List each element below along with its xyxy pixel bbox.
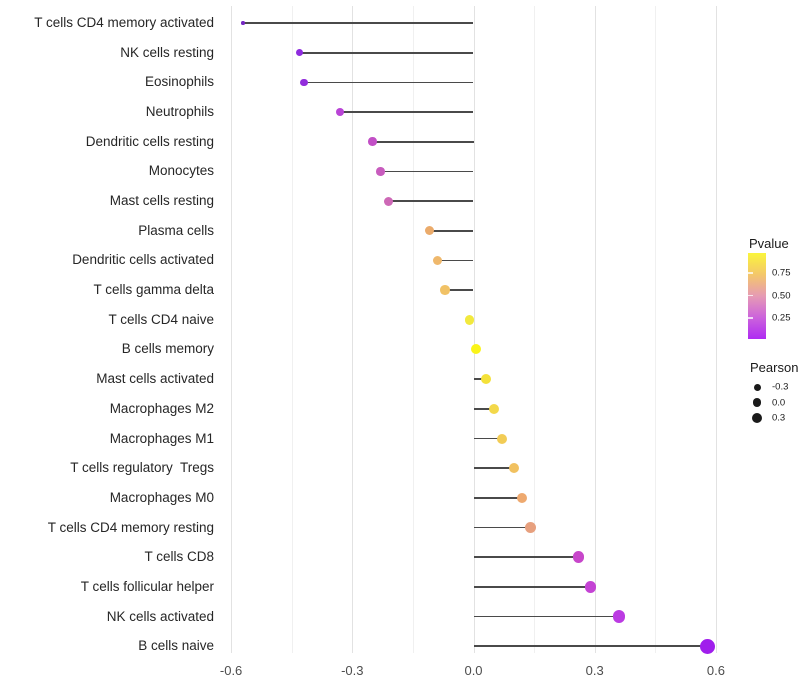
y-axis-label: T cells CD4 memory activated [34,15,214,30]
lollipop-dot [432,255,442,265]
gridline-minor [534,6,536,653]
y-axis-label: Neutrophils [145,104,214,120]
lollipop-stem [372,140,474,143]
y-axis-label: Mast cells resting [109,193,214,209]
lollipop-dot [524,522,536,534]
x-axis-tick-label: -0.6 [219,663,243,678]
y-axis-label: B cells memory [121,341,214,357]
lollipop-dot [241,21,245,25]
lollipop-stem [473,467,514,470]
y-axis-label: Plasma cells [138,222,214,238]
lollipop-stem [473,586,591,588]
lollipop-stem [299,51,474,54]
gridline-major [715,6,717,653]
lollipop-stem [437,259,474,262]
y-axis-label: T cells CD4 memory resting [47,519,214,535]
lollipop-stem [429,229,474,232]
y-axis-label: Eosinophils [144,74,214,90]
lollipop-stem [388,200,474,202]
lollipop-dot [572,551,585,563]
lollipop-stem [340,111,474,113]
lollipop-stem [473,526,531,529]
gridline-major [473,6,475,653]
lollipop-dot [508,462,520,474]
pvalue-colorbar-tick-label: 0.25 [772,312,791,324]
pearson-legend-dot [753,383,761,391]
y-axis-label: B cells naive [138,638,214,654]
lollipop-dot [496,433,507,444]
lollipop-dot [440,285,450,295]
pearson-legend-label: 0.0 [772,397,786,409]
y-axis-label: Macrophages M2 [109,400,214,416]
plot-panel [222,6,738,654]
pvalue-colorbar-tick-label: 0.75 [772,267,791,279]
lollipop-dot [376,167,385,176]
x-axis-tick-label: -0.3 [341,663,364,678]
pvalue-colorbar-tick-label: 0.50 [772,290,791,302]
gridline-minor [655,6,657,653]
lollipop-stem [473,378,486,380]
lollipop-stem [473,407,494,410]
lollipop-stem [473,556,579,559]
y-axis-label: Dendritic cells resting [85,133,214,149]
lollipop-stem [445,289,474,291]
pearson-legend-label: -0.3 [772,381,789,393]
gridline-minor [412,6,414,653]
lollipop-stem [473,615,619,618]
pearson-legend-label: 0.3 [772,412,786,424]
y-axis-label: T cells gamma delta [93,282,214,298]
y-axis-label: Monocytes [148,163,214,179]
pvalue-colorbar-tick [748,317,753,319]
pvalue-colorbar-tick [748,272,753,274]
pearson-legend-title: Pearson [750,360,799,375]
gridline-minor [291,6,293,653]
lollipop-stem [473,437,502,440]
lollipop-dot [368,137,377,146]
x-axis-tick-label: 0.6 [706,663,725,678]
y-axis-label: NK cells activated [106,608,214,624]
lollipop-dot [296,49,304,57]
lollipop-dot [480,374,491,385]
lollipop-dot [700,638,716,654]
y-axis-label: NK cells resting [120,44,214,60]
lollipop-dot [516,492,528,504]
pearson-legend-dot [752,398,762,407]
gridline-major [352,6,354,653]
y-axis-label: Macrophages M1 [109,430,214,446]
lollipop-dot [470,344,481,355]
lollipop-dot [300,78,308,87]
pearson-legend-dot [752,413,762,424]
y-axis-label: T cells CD8 [144,549,214,565]
lollipop-stem [380,170,474,173]
lollipop-stem [243,22,474,24]
pvalue-legend-title: Pvalue [749,236,789,251]
pvalue-colorbar-tick [748,294,753,297]
gridline-major [231,6,233,653]
lollipop-dot [488,403,499,414]
lollipop-stem [303,81,474,84]
y-axis-label: Macrophages M0 [109,489,214,505]
gridline-major [594,6,596,653]
y-axis-label: T cells CD4 naive [108,311,214,327]
lollipop-dot [464,315,475,325]
x-axis-tick-label: 0.0 [464,663,483,678]
lollipop-stem [473,497,522,499]
lollipop-dot [424,226,434,236]
y-axis-label: T cells regulatory Tregs [70,460,214,476]
lollipop-dot [336,108,345,117]
lollipop-dot [384,196,394,206]
lollipop-dot [612,610,626,623]
lollipop-stem [473,645,708,648]
y-axis-label: Mast cells activated [96,371,214,387]
x-axis-tick-label: 0.3 [585,663,604,678]
lollipop-dot [584,581,597,593]
y-axis-label: Dendritic cells activated [72,252,214,268]
y-axis-label: T cells follicular helper [80,578,214,594]
